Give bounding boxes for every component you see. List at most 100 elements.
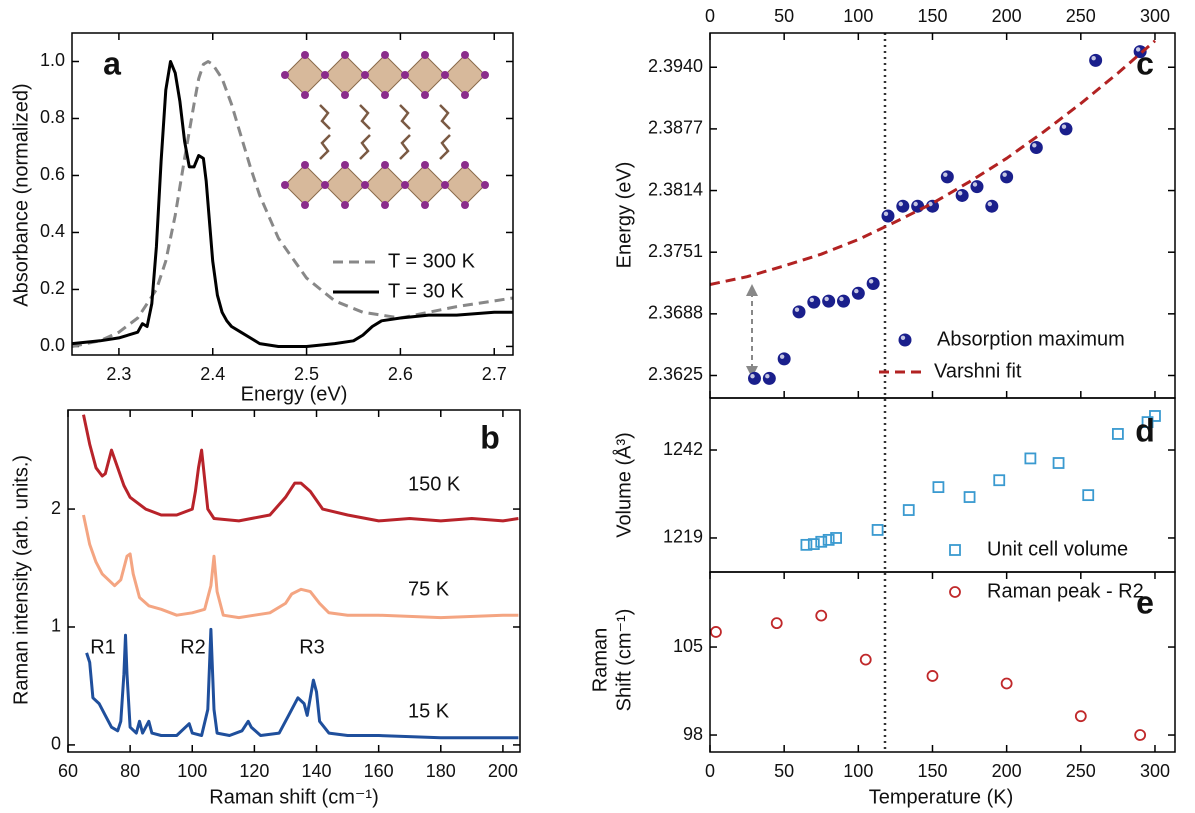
y-tick-label: 0.8 — [40, 107, 65, 127]
marker-highlight — [1061, 124, 1067, 129]
data-point — [1149, 410, 1161, 422]
x-tick-label: 120 — [239, 761, 269, 781]
series-label: 75 K — [408, 578, 450, 600]
series-line — [82, 514, 519, 620]
data-point — [807, 295, 821, 309]
legend-label: T = 30 K — [388, 280, 464, 302]
legend-label: T = 300 K — [388, 250, 476, 272]
y-tick-label: 0.0 — [40, 335, 65, 355]
panel-letter: a — [103, 45, 121, 81]
x-tick-label: 140 — [301, 761, 331, 781]
gap-arrow — [746, 284, 758, 378]
y-axis-label: Energy (eV) — [613, 162, 635, 269]
marker-highlight — [779, 354, 785, 359]
marker-highlight — [1032, 143, 1037, 148]
x-tick-label: 2.6 — [388, 364, 413, 384]
y-tick-label: 2.3751 — [648, 241, 703, 261]
data-point — [1052, 457, 1065, 469]
x-tick-label: 150 — [917, 6, 947, 26]
series-label: 150 K — [408, 473, 461, 495]
marker-highlight — [794, 307, 800, 312]
crystal-inset — [281, 51, 489, 209]
data-point — [1082, 489, 1095, 502]
x-tick-label: 2.4 — [200, 364, 225, 384]
y-tick-label: 1 — [51, 616, 61, 636]
y-tick-label: 1242 — [663, 439, 703, 459]
x-tick-label: 100 — [843, 761, 873, 781]
x-tick-label: 250 — [1066, 761, 1096, 781]
marker-highlight — [854, 288, 859, 294]
data-point — [911, 199, 925, 213]
peak-label: R3 — [299, 636, 325, 658]
x-tick-label: 100 — [843, 6, 873, 26]
data-point — [993, 474, 1006, 487]
series-label: 15 K — [408, 700, 450, 722]
data-point — [871, 524, 884, 536]
y-tick-label: 0.4 — [40, 221, 65, 241]
data-point — [710, 626, 722, 638]
data-point — [800, 538, 813, 551]
x-tick-label: 200 — [992, 6, 1022, 26]
y-axis-label: Raman — [589, 628, 611, 692]
data-point — [851, 286, 865, 300]
data-point — [1134, 729, 1147, 741]
data-point — [747, 371, 761, 385]
x-axis-label: Temperature (K) — [869, 786, 1014, 808]
y-tick-label: 2.3814 — [648, 179, 703, 199]
data-point — [830, 532, 842, 544]
marker-highlight — [913, 201, 918, 207]
data-point — [770, 617, 783, 630]
data-point — [1111, 428, 1124, 440]
data-point — [926, 670, 939, 682]
x-tick-label: 300 — [1140, 6, 1170, 26]
x-tick-label: 2.5 — [294, 364, 319, 384]
data-point — [822, 533, 835, 546]
panel-letter: e — [1136, 584, 1154, 620]
data-point — [955, 188, 969, 202]
x-tick-label: 2.3 — [106, 364, 131, 384]
data-point — [815, 609, 828, 622]
x-tick-label: 2.7 — [482, 364, 507, 384]
y-tick-label: 0 — [51, 734, 61, 754]
data-point — [940, 170, 954, 184]
marker-highlight — [957, 191, 963, 196]
x-tick-label: 250 — [1066, 6, 1096, 26]
data-point — [762, 371, 776, 385]
marker-highlight — [839, 296, 844, 302]
marker-highlight — [1135, 47, 1141, 52]
data-point — [1141, 416, 1154, 428]
peak-label: R2 — [180, 636, 206, 658]
marker-highlight — [972, 182, 978, 187]
marker-highlight — [750, 374, 755, 379]
series-line — [82, 414, 519, 523]
y-tick-label: 2.3625 — [648, 364, 703, 384]
x-tick-label: 200 — [992, 761, 1022, 781]
marker-highlight — [868, 279, 874, 284]
y-tick-label: 0.2 — [40, 278, 65, 298]
panel-letter: c — [1136, 45, 1154, 81]
marker-highlight — [928, 201, 933, 207]
data-point — [807, 538, 820, 550]
x-tick-label: 150 — [917, 761, 947, 781]
y-tick-label: 2.3940 — [648, 56, 703, 76]
x-tick-label: 0 — [705, 6, 715, 26]
data-point — [859, 653, 872, 666]
marker-highlight — [883, 211, 889, 216]
data-point — [1089, 53, 1103, 67]
y-axis-label: Absorbance (normalized) — [10, 83, 32, 306]
marker-highlight — [765, 374, 770, 379]
x-tick-label: 160 — [364, 761, 394, 781]
y-tick-label: 0.6 — [40, 164, 65, 184]
data-point — [1000, 170, 1014, 184]
data-point — [1000, 677, 1013, 690]
y-tick-label: 1.0 — [40, 50, 65, 70]
marker-highlight — [987, 201, 993, 207]
peak-label: R1 — [90, 636, 116, 658]
marker-highlight — [1002, 172, 1007, 177]
legend-label: Raman peak - R2 — [987, 580, 1144, 602]
x-tick-label: 100 — [177, 761, 207, 781]
x-axis-label: Raman shift (cm⁻¹) — [209, 786, 378, 808]
data-point — [836, 294, 850, 308]
data-point — [902, 504, 915, 516]
